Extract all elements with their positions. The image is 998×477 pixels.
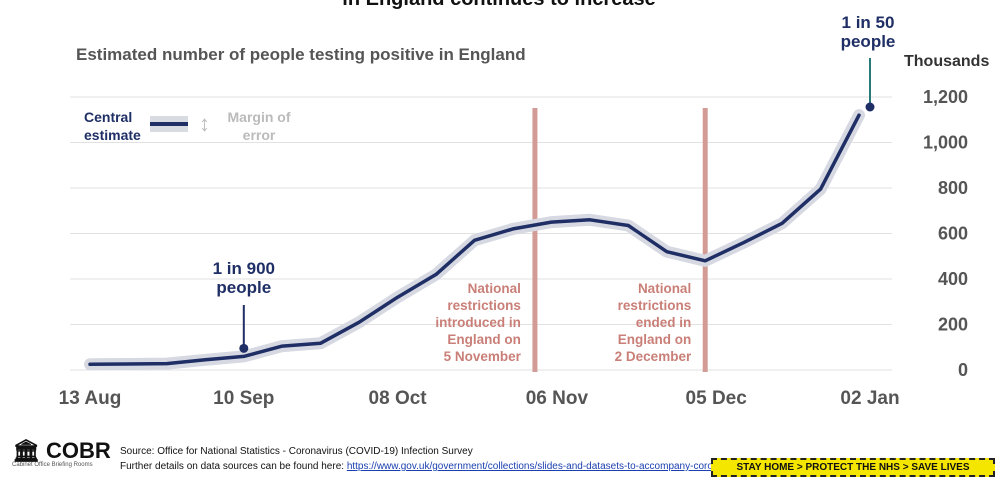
legend-margin-label: Margin of error <box>227 109 291 143</box>
up-down-arrow-icon: ↕ <box>199 111 210 136</box>
callout-dot <box>865 102 875 112</box>
y-tick-label: 800 <box>938 178 968 198</box>
x-tick-label: 05 Dec <box>686 388 748 409</box>
data-source-link[interactable]: https://www.gov.uk/government/collection… <box>346 461 831 472</box>
top-title: in England continues to increase <box>0 0 998 11</box>
x-tick-label: 02 Jan <box>840 388 899 409</box>
y-tick-label: 0 <box>958 360 968 380</box>
event-label: National restrictions ended in England on 2 … <box>615 281 692 364</box>
callout-end: 1 in 50 people <box>841 13 896 51</box>
y-tick-label: 1,000 <box>923 133 968 153</box>
y-tick-label: 1,200 <box>923 87 968 107</box>
stay-home-banner: STAY HOME > PROTECT THE NHS > SAVE LIVES <box>711 458 995 477</box>
chart-subtitle: Estimated number of people testing posit… <box>76 45 526 64</box>
x-tick-label: 08 Oct <box>369 388 428 409</box>
legend-central-label: Central estimate <box>84 109 141 143</box>
callout-start: 1 in 900 people <box>213 259 275 297</box>
source-text: Source: Office for National Statistics -… <box>120 446 473 457</box>
legend-line-swatch <box>150 116 188 132</box>
y-axis-units: Thousands <box>904 53 990 70</box>
y-tick-label: 600 <box>938 224 968 244</box>
event-label: National restrictions introduced in England… <box>435 281 521 364</box>
x-tick-label: 06 Nov <box>526 388 589 409</box>
central-estimate-line <box>88 113 861 367</box>
further-details: Further details on data sources can be f… <box>120 461 831 472</box>
x-tick-label: 10 Sep <box>213 388 274 409</box>
y-tick-label: 400 <box>938 269 968 289</box>
cobr-logo-sub: Cabinet Office Briefing Rooms <box>12 462 93 468</box>
y-tick-label: 200 <box>938 315 968 335</box>
cobr-logo: 🏛 COBR <box>12 438 111 463</box>
x-tick-label: 13 Aug <box>59 388 122 409</box>
callout-dot <box>239 343 249 353</box>
